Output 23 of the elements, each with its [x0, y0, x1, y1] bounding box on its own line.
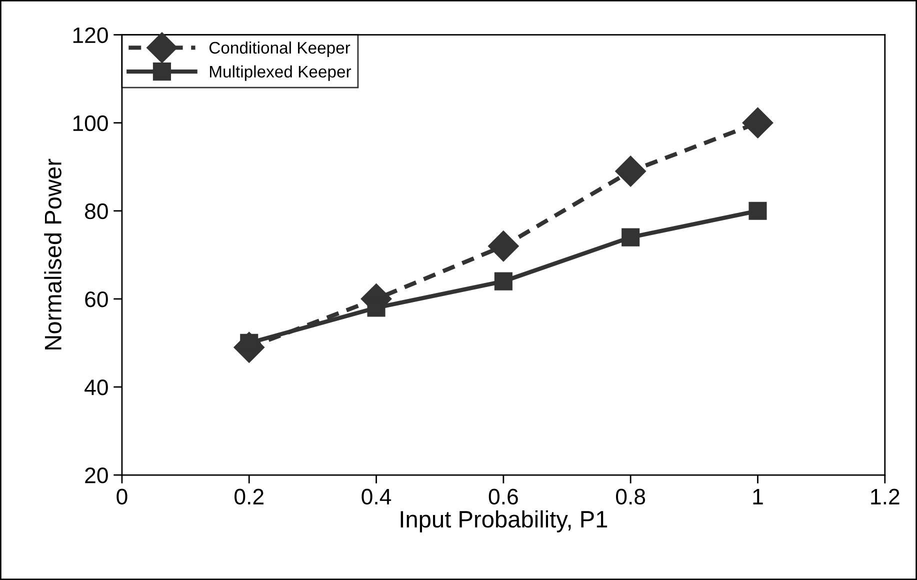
- y-axis-title: Normalised Power: [44, 158, 62, 350]
- point: [622, 228, 640, 246]
- point: [748, 202, 767, 220]
- x-tick-label: 1.2: [871, 488, 900, 504]
- y-tick-label: 80: [85, 203, 108, 220]
- x-tick-label: 1: [753, 489, 763, 504]
- legend-label: Conditional Keeper: [209, 41, 350, 58]
- x-tick-label: 0.2: [234, 488, 264, 505]
- x-tick-label: 0.4: [362, 488, 392, 505]
- x-tick-label: 0.6: [488, 488, 518, 505]
- y-tick-label: 60: [85, 291, 108, 308]
- y-tick-label: 40: [84, 380, 108, 396]
- y-tick-label: 120: [73, 27, 108, 44]
- point: [742, 107, 774, 138]
- x-tick-label: 0: [116, 488, 128, 505]
- x-tick-label: 0.8: [616, 488, 646, 505]
- point: [615, 156, 646, 187]
- point: [494, 272, 512, 290]
- x-axis-title: Input Probability, P1: [400, 510, 608, 532]
- point: [488, 230, 519, 262]
- legend-label: Multiplexed Keeper: [210, 65, 352, 81]
- y-tick-label: 20: [85, 468, 108, 484]
- y-tick-label: 100: [73, 115, 108, 132]
